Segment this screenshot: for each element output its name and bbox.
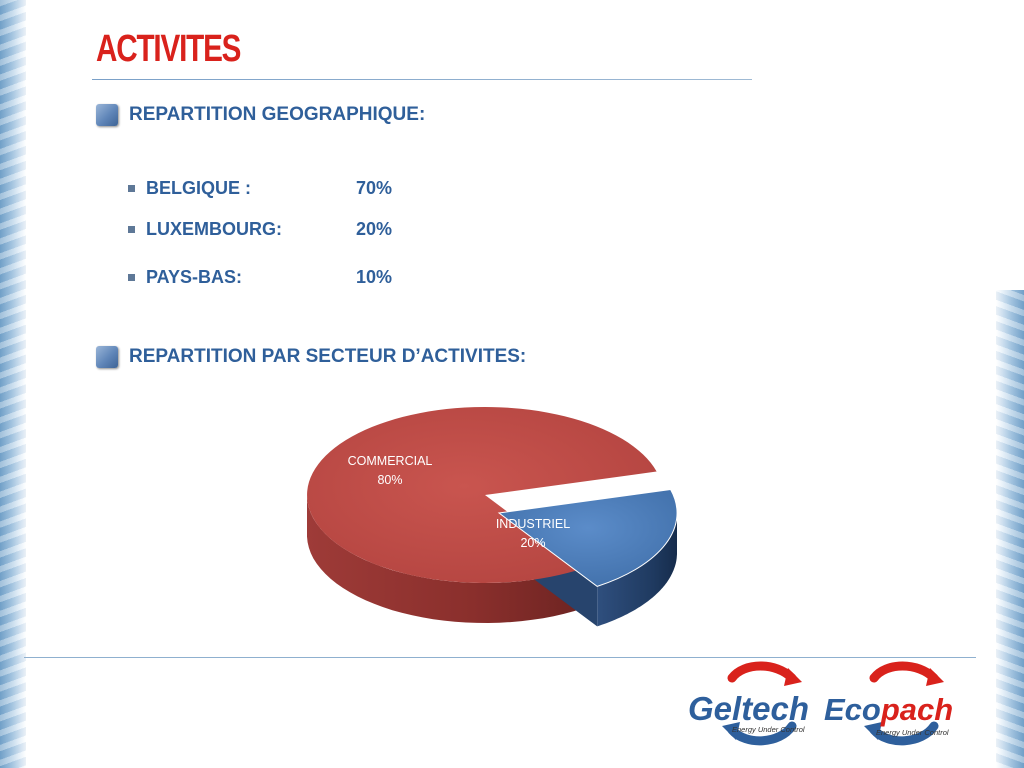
pie-slice-commercial [307, 406, 657, 583]
square-bullet-icon [128, 226, 135, 233]
company-logos: Geltech Energy Under Control Ecopach Ene… [688, 661, 953, 746]
geltech-name: Geltech [688, 690, 809, 727]
right-water-decoration [996, 290, 1024, 768]
title-divider [92, 79, 752, 80]
geo-item-value: 20% [356, 219, 393, 239]
pie-slice-label: COMMERCIAL [348, 454, 433, 468]
slide-title: ACTIVITES [96, 28, 241, 70]
footer-divider [24, 657, 976, 658]
square-bullet-icon [128, 185, 135, 192]
square-bullet-icon [128, 274, 135, 281]
geo-item-label: BELGIQUE : [146, 178, 252, 198]
left-water-decoration [0, 0, 26, 768]
geo-heading-text: REPARTITION GEOGRAPHIQUE: [129, 104, 426, 125]
ecopach-tagline: Energy Under Control [876, 728, 949, 737]
square-bullet-icon [96, 104, 118, 126]
pie-slice-label: INDUSTRIEL [496, 517, 570, 531]
pie-slice-value-label: 20% [520, 536, 545, 550]
pie-slice-industriel [497, 488, 678, 587]
geo-item-label: LUXEMBOURG: [146, 219, 282, 239]
ecopach-logo: Ecopach Energy Under Control [824, 661, 953, 746]
square-bullet-icon [96, 346, 118, 368]
geo-item-label: PAYS-BAS: [146, 267, 243, 287]
sector-heading-text: REPARTITION PAR SECTEUR D’ACTIVITES: [129, 346, 527, 367]
geltech-tagline: Energy Under Control [732, 725, 805, 734]
sector-section-heading: REPARTITION PAR SECTEUR D’ACTIVITES: [96, 346, 526, 368]
geo-item-pays-bas: PAYS-BAS: 10% [128, 267, 392, 288]
geo-item-value: 10% [356, 267, 393, 287]
geo-section-heading: REPARTITION GEOGRAPHIQUE: [96, 104, 425, 126]
geo-item-value: 70% [356, 178, 393, 198]
geltech-logo: Geltech Energy Under Control [688, 661, 809, 746]
geo-item-belgique: BELGIQUE : 70% [128, 178, 392, 199]
pie-slice-side [307, 496, 584, 623]
ecopach-name: Ecopach [824, 692, 953, 727]
geo-item-luxembourg: LUXEMBOURG: 20% [128, 219, 392, 240]
pie-slice-value-label: 80% [377, 473, 402, 487]
sector-pie-chart: COMMERCIAL 80% INDUSTRIEL 20% [307, 406, 678, 627]
